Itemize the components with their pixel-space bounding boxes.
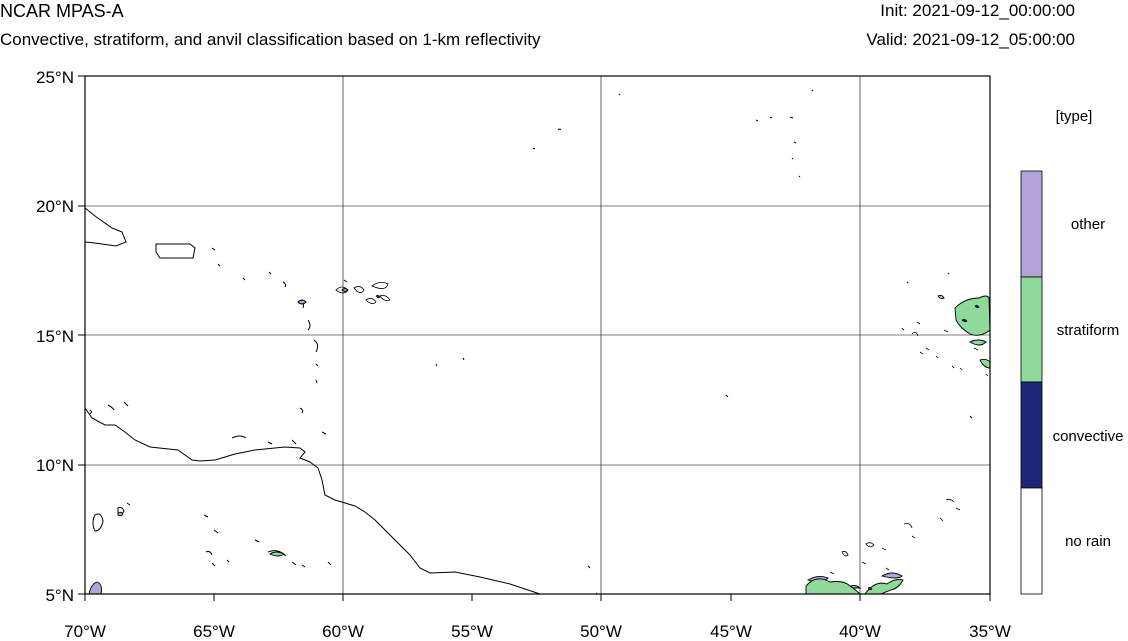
precip-convective [375, 294, 980, 591]
lat-labels: 25°N 20°N 15°N 10°N 5°N [36, 68, 74, 605]
lon-label: 60°W [322, 622, 364, 641]
legend-swatch-stratiform [1020, 276, 1043, 383]
legend-label-stratiform: stratiform [1057, 322, 1120, 339]
plot-subtitle: Convective, stratiform, and anvil classi… [0, 30, 541, 49]
lat-label: 20°N [36, 197, 74, 216]
legend-title: [type] [1056, 108, 1093, 125]
lon-label: 50°W [580, 622, 622, 641]
lon-label: 65°W [193, 622, 235, 641]
lat-label: 25°N [36, 68, 74, 87]
hispaniola-coast [84, 207, 127, 247]
axis-ticks [78, 75, 991, 601]
valid-time: Valid: 2021-09-12_05:00:00 [866, 30, 1075, 49]
precip-other [88, 288, 903, 595]
legend-swatch-other [1020, 170, 1043, 278]
legend-label-other: other [1071, 216, 1105, 233]
small-islands-south [92, 502, 598, 595]
legend-swatch-no-rain [1020, 487, 1043, 595]
precip-stratiform [269, 294, 991, 595]
lon-label: 55°W [451, 622, 493, 641]
lat-label: 10°N [36, 456, 74, 475]
graticule [85, 76, 990, 594]
coastlines [84, 89, 973, 595]
legend-label-convective: convective [1053, 428, 1124, 445]
lat-label: 15°N [36, 327, 74, 346]
puerto-rico-coast [155, 243, 196, 259]
lon-label: 70°W [64, 622, 106, 641]
lon-labels: 70°W 65°W 60°W 55°W 50°W 45°W 40°W 35°W [64, 622, 1011, 641]
south-america-coast [84, 407, 541, 595]
legend: [type] other stratiform convective no ra… [1020, 108, 1124, 595]
lon-label: 35°W [969, 622, 1011, 641]
antilles-islands [89, 89, 973, 445]
init-time: Init: 2021-09-12_00:00:00 [880, 1, 1075, 20]
precip-contours-small [335, 279, 989, 575]
lon-label: 40°W [839, 622, 881, 641]
lat-label: 5°N [45, 586, 74, 605]
legend-label-no-rain: no rain [1065, 533, 1111, 550]
legend-swatch-convective [1020, 381, 1043, 489]
plot-title: NCAR MPAS-A [0, 1, 124, 21]
lon-label: 45°W [710, 622, 752, 641]
